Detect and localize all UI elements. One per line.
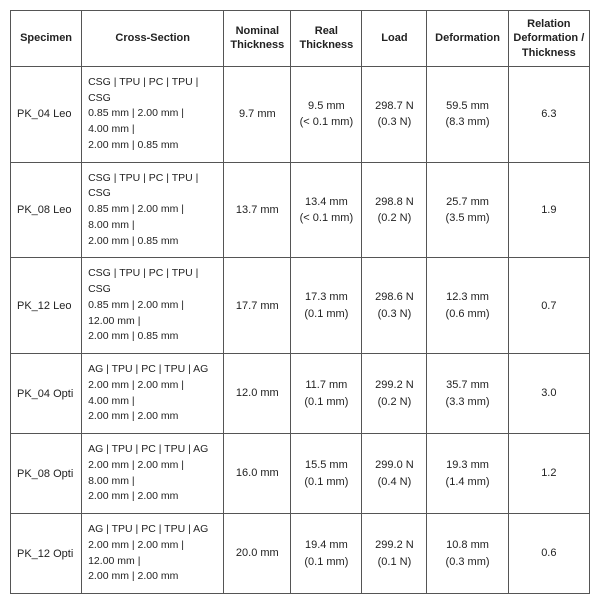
header-row: Specimen Cross-Section Nominal Thickness…: [11, 11, 590, 67]
col-specimen: Specimen: [11, 11, 82, 67]
cell-deformation: 19.3 mm (1.4 mm): [427, 434, 508, 514]
cell-real: 19.4 mm (0.1 mm): [291, 514, 362, 594]
cell-cross-section: CSG | TPU | PC | TPU | CSG 0.85 mm | 2.0…: [82, 66, 224, 162]
cell-specimen: PK_04 Leo: [11, 66, 82, 162]
table-row: PK_12 Leo CSG | TPU | PC | TPU | CSG 0.8…: [11, 258, 590, 354]
cell-deformation: 25.7 mm (3.5 mm): [427, 162, 508, 258]
cell-nominal: 20.0 mm: [224, 514, 291, 594]
cell-cross-section: AG | TPU | PC | TPU | AG 2.00 mm | 2.00 …: [82, 434, 224, 514]
cell-cross-section: CSG | TPU | PC | TPU | CSG 0.85 mm | 2.0…: [82, 162, 224, 258]
col-relation: Relation Deformation / Thickness: [508, 11, 589, 67]
cell-specimen: PK_04 Opti: [11, 354, 82, 434]
cell-real: 13.4 mm (< 0.1 mm): [291, 162, 362, 258]
cell-nominal: 17.7 mm: [224, 258, 291, 354]
cell-specimen: PK_08 Leo: [11, 162, 82, 258]
cell-real: 15.5 mm (0.1 mm): [291, 434, 362, 514]
cell-relation: 0.6: [508, 514, 589, 594]
cell-load: 299.2 N (0.2 N): [362, 354, 427, 434]
cell-cross-section: AG | TPU | PC | TPU | AG 2.00 mm | 2.00 …: [82, 354, 224, 434]
specimen-table: Specimen Cross-Section Nominal Thickness…: [10, 10, 590, 594]
col-deformation: Deformation: [427, 11, 508, 67]
cell-specimen: PK_08 Opti: [11, 434, 82, 514]
cell-real: 9.5 mm (< 0.1 mm): [291, 66, 362, 162]
cell-specimen: PK_12 Leo: [11, 258, 82, 354]
cell-relation: 1.9: [508, 162, 589, 258]
col-real: Real Thickness: [291, 11, 362, 67]
cell-specimen: PK_12 Opti: [11, 514, 82, 594]
cell-load: 299.2 N (0.1 N): [362, 514, 427, 594]
cell-load: 298.8 N (0.2 N): [362, 162, 427, 258]
col-nominal: Nominal Thickness: [224, 11, 291, 67]
table-row: PK_04 Leo CSG | TPU | PC | TPU | CSG 0.8…: [11, 66, 590, 162]
cell-deformation: 10.8 mm (0.3 mm): [427, 514, 508, 594]
cell-load: 298.6 N (0.3 N): [362, 258, 427, 354]
cell-deformation: 59.5 mm (8.3 mm): [427, 66, 508, 162]
table-body: PK_04 Leo CSG | TPU | PC | TPU | CSG 0.8…: [11, 66, 590, 593]
table-row: PK_12 Opti AG | TPU | PC | TPU | AG 2.00…: [11, 514, 590, 594]
cell-relation: 0.7: [508, 258, 589, 354]
cell-nominal: 16.0 mm: [224, 434, 291, 514]
cell-cross-section: CSG | TPU | PC | TPU | CSG 0.85 mm | 2.0…: [82, 258, 224, 354]
cell-nominal: 9.7 mm: [224, 66, 291, 162]
cell-deformation: 12.3 mm (0.6 mm): [427, 258, 508, 354]
table-row: PK_08 Leo CSG | TPU | PC | TPU | CSG 0.8…: [11, 162, 590, 258]
cell-relation: 1.2: [508, 434, 589, 514]
cell-relation: 3.0: [508, 354, 589, 434]
cell-relation: 6.3: [508, 66, 589, 162]
cell-deformation: 35.7 mm (3.3 mm): [427, 354, 508, 434]
table-row: PK_04 Opti AG | TPU | PC | TPU | AG 2.00…: [11, 354, 590, 434]
cell-real: 17.3 mm (0.1 mm): [291, 258, 362, 354]
cell-load: 299.0 N (0.4 N): [362, 434, 427, 514]
col-cross-section: Cross-Section: [82, 11, 224, 67]
cell-nominal: 12.0 mm: [224, 354, 291, 434]
col-load: Load: [362, 11, 427, 67]
table-row: PK_08 Opti AG | TPU | PC | TPU | AG 2.00…: [11, 434, 590, 514]
cell-cross-section: AG | TPU | PC | TPU | AG 2.00 mm | 2.00 …: [82, 514, 224, 594]
cell-load: 298.7 N (0.3 N): [362, 66, 427, 162]
cell-nominal: 13.7 mm: [224, 162, 291, 258]
cell-real: 11.7 mm (0.1 mm): [291, 354, 362, 434]
